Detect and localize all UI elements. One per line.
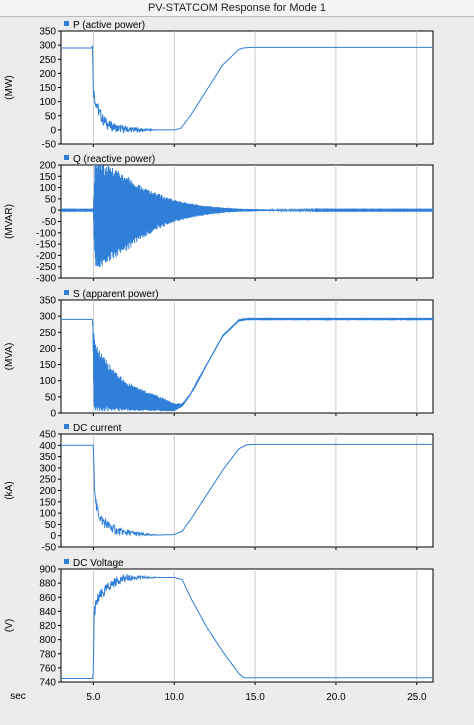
series-line (61, 573, 433, 679)
y-tick-label: -50 (42, 140, 57, 151)
y-tick-label: 860 (39, 593, 56, 604)
y-tick-label: 820 (39, 621, 56, 632)
y-tick-label: -300 (36, 274, 56, 285)
y-tick-label: 840 (39, 607, 56, 618)
series-line (61, 443, 433, 537)
y-tick-label: 780 (39, 649, 56, 660)
y-tick-label: 200 (39, 344, 56, 355)
y-tick-label: 760 (39, 663, 56, 674)
y-tick-label: 0 (50, 409, 56, 420)
plot-area (60, 568, 434, 683)
y-tick-label: 350 (39, 296, 56, 307)
y-tick-label: 100 (39, 97, 56, 108)
y-tick-label: 150 (39, 172, 56, 183)
y-tick-label: -200 (36, 251, 56, 262)
y-tick-label: 400 (39, 441, 56, 452)
y-tick-label: 250 (39, 55, 56, 66)
y-axis-label: (MVA) (4, 343, 15, 371)
legend-marker (64, 424, 69, 429)
chart-panel-5: 740 760 780 800 820 840 860 880 900 (V) DC Voltage (0, 556, 474, 689)
y-tick-label: 200 (39, 69, 56, 80)
legend-marker (64, 290, 69, 295)
legend-label: DC current (73, 423, 122, 434)
x-axis-label: sec (10, 691, 26, 702)
legend-label: DC Voltage (73, 558, 124, 569)
y-tick-label: 250 (39, 328, 56, 339)
y-tick-label: 150 (39, 360, 56, 371)
x-tick-label: 25.0 (407, 692, 427, 703)
y-tick-label: 250 (39, 475, 56, 486)
y-tick-label: -150 (36, 240, 56, 251)
series-line (61, 45, 433, 134)
y-tick-label: 150 (39, 83, 56, 94)
y-tick-label: -50 (42, 543, 57, 554)
y-axis-label: (MW) (4, 75, 15, 99)
series-line (61, 317, 433, 412)
y-tick-label: 350 (39, 27, 56, 38)
y-tick-label: 350 (39, 452, 56, 463)
legend-marker (64, 21, 69, 26)
y-tick-label: 50 (45, 194, 57, 205)
chart-panel-1: -50 0 50 100 150 200 250 300 350 (MW) P (active po… (0, 18, 474, 151)
y-tick-label: -100 (36, 228, 56, 239)
chart-panel-3: 0 50 100 150 200 250 300 350 (MVA) S (apparent po… (0, 287, 474, 420)
y-tick-label: 740 (39, 678, 56, 689)
y-tick-label: 0 (50, 125, 56, 136)
y-tick-label: 0 (50, 531, 56, 542)
y-tick-label: 150 (39, 497, 56, 508)
y-tick-label: 100 (39, 509, 56, 520)
legend-marker (64, 155, 69, 160)
x-tick-label: 20.0 (326, 692, 346, 703)
y-tick-label: 50 (45, 520, 57, 531)
x-tick-label: 15.0 (245, 692, 265, 703)
legend-label: Q (reactive power) (73, 154, 155, 165)
y-tick-label: 50 (45, 111, 57, 122)
y-tick-label: 100 (39, 376, 56, 387)
x-tick-label: 10.0 (164, 692, 184, 703)
x-tick-label: 5.0 (86, 692, 100, 703)
y-axis-label: (MVAR) (4, 204, 15, 239)
y-axis-label: (V) (4, 619, 15, 632)
y-tick-label: 50 (45, 392, 57, 403)
y-tick-label: 200 (39, 161, 56, 172)
legend-marker (64, 559, 69, 564)
plot-area (60, 30, 434, 145)
y-tick-label: 200 (39, 486, 56, 497)
y-tick-label: -50 (42, 217, 57, 228)
window-title: PV-STATCOM Response for Mode 1 (0, 0, 474, 17)
y-tick-label: 300 (39, 463, 56, 474)
legend-label: P (active power) (73, 20, 145, 31)
y-tick-label: 800 (39, 635, 56, 646)
y-tick-label: 880 (39, 579, 56, 590)
y-tick-label: -250 (36, 262, 56, 273)
y-tick-label: 100 (39, 183, 56, 194)
series-line (61, 165, 433, 268)
y-tick-label: 300 (39, 41, 56, 52)
y-axis-label: (kA) (4, 481, 15, 499)
y-tick-label: 0 (50, 206, 56, 217)
legend-label: S (apparent power) (73, 289, 159, 300)
y-tick-label: 300 (39, 312, 56, 323)
plot-area (60, 433, 434, 548)
y-tick-label: 900 (39, 565, 56, 576)
y-tick-label: 450 (39, 430, 56, 441)
